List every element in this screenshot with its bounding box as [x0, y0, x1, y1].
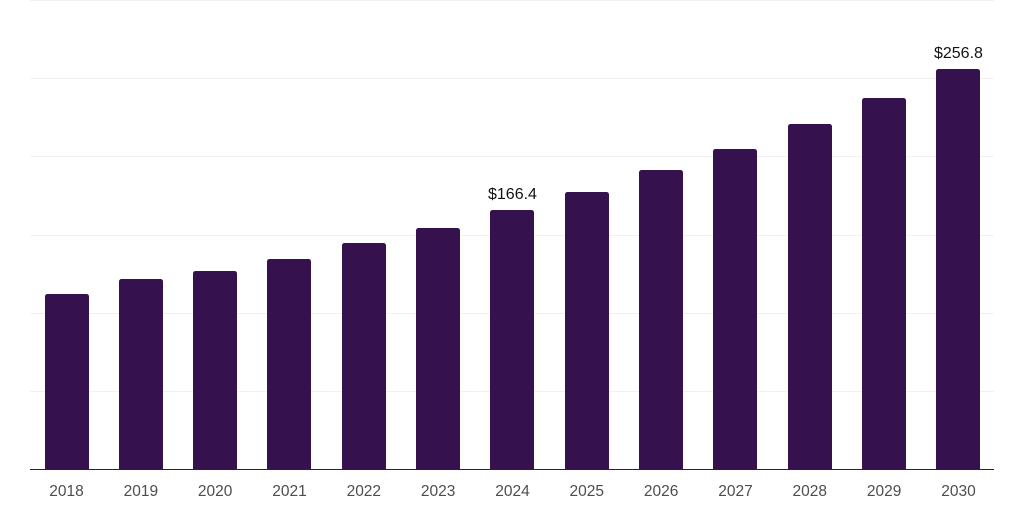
data-label-2030: $256.8: [933, 44, 983, 62]
x-tick-2029: 2029: [866, 483, 902, 500]
bar-2019: [118, 279, 163, 470]
x-tick-2027: 2027: [718, 483, 753, 500]
x-tick-2028: 2028: [792, 483, 828, 500]
bar-2026: [639, 170, 684, 470]
bar-2029: [862, 97, 907, 470]
x-tick-2019: 2019: [123, 483, 159, 500]
x-tick-2026: 2026: [643, 483, 679, 500]
bar-2028: [787, 124, 832, 470]
bar-2025: [564, 191, 609, 470]
x-tick-2025: 2025: [569, 483, 605, 500]
bar-2030: [936, 68, 981, 470]
x-tick-2021: 2021: [272, 483, 307, 500]
bar-2020: [193, 270, 238, 470]
bar-2024: [490, 209, 535, 470]
plot-area: $166.4 $256.8: [30, 0, 994, 470]
gridline-300: [30, 0, 994, 1]
bar-2021: [267, 258, 312, 470]
x-tick-2030: 2030: [941, 483, 976, 500]
gridline-200: [30, 156, 994, 158]
gridline-250: [30, 78, 994, 80]
bar-2022: [341, 243, 386, 470]
bar-2018: [44, 294, 89, 470]
bar-2023: [416, 228, 461, 470]
bar-2027: [713, 148, 758, 470]
x-tick-2024: 2024: [495, 483, 530, 500]
x-tick-2020: 2020: [197, 483, 233, 500]
x-tick-2023: 2023: [420, 483, 456, 500]
x-axis-line: [30, 468, 994, 470]
x-tick-2022: 2022: [346, 483, 382, 500]
data-label-2024: $166.4: [488, 185, 537, 203]
x-axis-tick-labels: 2018 2019 2020 2021 2022 2023 2024 2025 2026 2027…: [30, 470, 994, 512]
x-tick-2018: 2018: [49, 483, 84, 500]
